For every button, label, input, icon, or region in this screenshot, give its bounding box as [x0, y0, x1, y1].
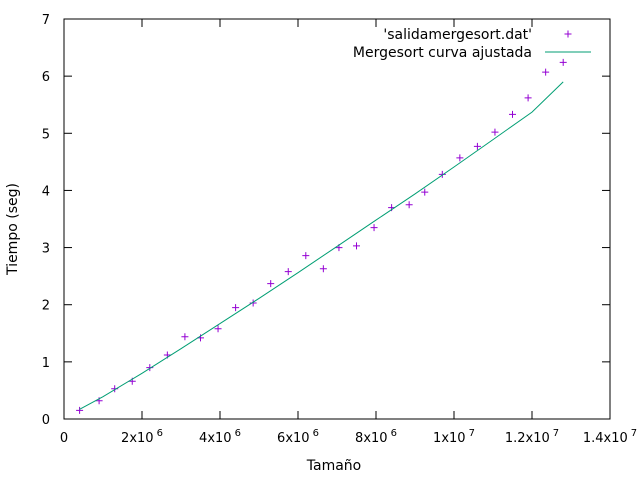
legend-label: 'salidamergesort.dat' [383, 27, 532, 43]
data-point [524, 94, 532, 102]
data-point [405, 201, 413, 209]
y-tick-label: 3 [42, 242, 50, 257]
x-tick-label-exponent: 7 [469, 428, 475, 439]
data-point [559, 58, 567, 66]
data-point [421, 188, 429, 196]
data-point [284, 268, 292, 276]
data-point [249, 299, 257, 307]
x-tick-label: 2x10 6 [121, 428, 163, 446]
data-points [76, 58, 567, 414]
data-point [146, 364, 154, 372]
x-tick-label: 8x10 6 [355, 428, 397, 446]
data-point [473, 142, 481, 150]
x-tick-label: 6x10 6 [277, 428, 319, 446]
x-tick-label: 4x10 6 [199, 428, 241, 446]
data-point [181, 333, 189, 341]
plot-frame [63, 18, 611, 420]
y-tick-label: 5 [42, 127, 50, 142]
data-point [76, 406, 84, 414]
x-tick-label-exponent: 6 [313, 428, 319, 439]
data-point [232, 304, 240, 312]
data-point [542, 68, 550, 76]
y-tick-label: 2 [42, 299, 50, 314]
x-tick-label-base: 1x10 [433, 431, 466, 446]
legend-label: Mergesort curva ajustada [353, 45, 532, 61]
data-point [491, 128, 499, 136]
x-tick-label-base: 8x10 [355, 431, 388, 446]
x-axis-label: Tamaño [306, 458, 361, 474]
fit-curve-line [79, 81, 564, 410]
x-tick-label-base: 1.4x10 [583, 431, 628, 446]
data-point [214, 325, 222, 333]
x-tick-label-exponent: 7 [631, 428, 637, 439]
data-point [370, 224, 378, 232]
data-point [302, 252, 310, 260]
data-point [353, 242, 360, 250]
y-tick-label: 6 [42, 70, 50, 85]
y-axis-label: Tiempo (seg) [5, 183, 21, 276]
data-point [456, 154, 464, 162]
y-tick-label: 7 [42, 13, 50, 28]
x-tick-label-base: 2x10 [121, 431, 154, 446]
x-tick-label-exponent: 6 [157, 428, 163, 439]
x-tick-label-base: 6x10 [277, 431, 310, 446]
x-tick-label: 1.2x10 7 [505, 428, 559, 446]
x-tick-label: 1.4x10 7 [583, 428, 637, 446]
data-point [438, 170, 446, 178]
x-tick-label-base: 1.2x10 [505, 431, 550, 446]
y-tick-label: 4 [42, 184, 50, 199]
x-tick-label: 1x10 7 [433, 428, 475, 446]
x-tick-label-exponent: 6 [391, 428, 397, 439]
data-point [267, 280, 275, 288]
x-tick-label-base: 4x10 [199, 431, 232, 446]
data-point [319, 265, 327, 273]
data-point [509, 110, 516, 118]
x-tick-label-exponent: 6 [235, 428, 241, 439]
x-tick-label: 0 [60, 431, 68, 446]
legend-point-swatch [564, 30, 572, 38]
y-tick-label: 1 [42, 356, 50, 371]
y-tick-label: 0 [42, 413, 50, 428]
x-tick-label-exponent: 7 [553, 428, 559, 439]
